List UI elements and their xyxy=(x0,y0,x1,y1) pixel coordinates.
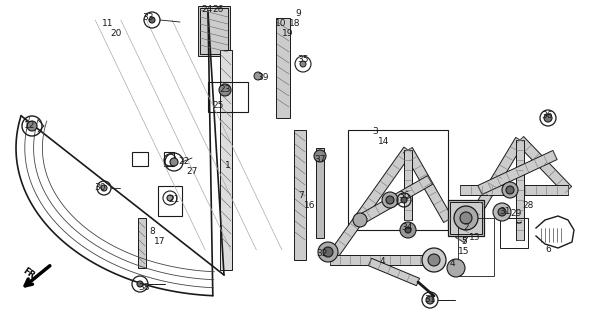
Circle shape xyxy=(544,114,552,122)
Polygon shape xyxy=(330,255,430,265)
Text: 27: 27 xyxy=(187,167,197,177)
Text: 14: 14 xyxy=(379,138,389,147)
Circle shape xyxy=(502,182,518,198)
Text: 24: 24 xyxy=(202,5,212,14)
Text: 30: 30 xyxy=(94,183,106,193)
Bar xyxy=(220,50,232,270)
Circle shape xyxy=(101,185,107,191)
Text: 13: 13 xyxy=(469,234,481,243)
Text: 31: 31 xyxy=(424,295,436,305)
Circle shape xyxy=(386,196,394,204)
Text: 11: 11 xyxy=(102,20,114,28)
Text: 25: 25 xyxy=(212,101,224,110)
Text: 22: 22 xyxy=(178,157,190,166)
Bar xyxy=(316,148,324,238)
Bar xyxy=(138,218,146,268)
Circle shape xyxy=(219,84,231,96)
Polygon shape xyxy=(368,258,419,286)
Text: 38: 38 xyxy=(138,284,150,292)
Polygon shape xyxy=(517,137,572,194)
Bar xyxy=(200,8,228,54)
Text: 37: 37 xyxy=(314,156,326,164)
Polygon shape xyxy=(456,137,524,243)
Bar xyxy=(448,200,484,236)
Circle shape xyxy=(300,61,306,67)
Circle shape xyxy=(382,192,398,208)
Text: 6: 6 xyxy=(545,245,551,254)
Text: 2: 2 xyxy=(463,223,469,233)
Circle shape xyxy=(353,213,367,227)
Polygon shape xyxy=(326,147,412,263)
Text: 18: 18 xyxy=(289,20,301,28)
Text: 39: 39 xyxy=(257,74,269,83)
Text: 35: 35 xyxy=(297,55,309,65)
Bar xyxy=(294,130,306,260)
Bar xyxy=(208,82,248,112)
Text: FR.: FR. xyxy=(21,266,39,282)
Bar xyxy=(132,152,148,166)
Circle shape xyxy=(506,186,514,194)
Bar xyxy=(164,152,174,166)
Text: 36: 36 xyxy=(398,191,410,201)
Circle shape xyxy=(426,296,434,304)
Circle shape xyxy=(400,222,416,238)
Text: 8: 8 xyxy=(149,228,155,236)
Circle shape xyxy=(447,259,465,277)
Polygon shape xyxy=(404,148,452,222)
Bar xyxy=(158,186,182,216)
Bar xyxy=(458,218,494,276)
Circle shape xyxy=(454,206,478,230)
Text: 16: 16 xyxy=(304,202,316,211)
Bar xyxy=(348,130,448,230)
Circle shape xyxy=(323,247,333,257)
Text: 33: 33 xyxy=(142,13,154,22)
Text: 12: 12 xyxy=(25,122,35,131)
Circle shape xyxy=(422,248,446,272)
Circle shape xyxy=(27,121,37,131)
Text: 3: 3 xyxy=(372,127,378,137)
Circle shape xyxy=(314,150,326,162)
Text: 10: 10 xyxy=(275,20,287,28)
Circle shape xyxy=(149,17,155,23)
Text: 34: 34 xyxy=(401,223,413,233)
Circle shape xyxy=(254,72,262,80)
Polygon shape xyxy=(478,150,557,195)
Text: 20: 20 xyxy=(110,29,122,38)
Text: 5: 5 xyxy=(461,237,467,246)
Polygon shape xyxy=(404,150,412,220)
Circle shape xyxy=(167,195,173,201)
Text: 21: 21 xyxy=(169,196,179,204)
Circle shape xyxy=(137,281,143,287)
Circle shape xyxy=(498,208,506,216)
Bar xyxy=(198,6,230,56)
Text: 29: 29 xyxy=(511,210,521,219)
Text: 4: 4 xyxy=(449,260,455,268)
Circle shape xyxy=(401,197,407,203)
Circle shape xyxy=(170,158,178,166)
Bar xyxy=(450,202,482,234)
Polygon shape xyxy=(358,176,433,224)
Text: 7: 7 xyxy=(298,191,304,201)
Text: 32: 32 xyxy=(316,250,328,259)
Text: 4: 4 xyxy=(379,258,385,267)
Text: 15: 15 xyxy=(458,247,470,257)
Circle shape xyxy=(318,242,338,262)
Circle shape xyxy=(460,212,472,224)
Text: 31: 31 xyxy=(499,207,511,217)
Text: 23: 23 xyxy=(220,85,230,94)
Circle shape xyxy=(428,254,440,266)
Bar xyxy=(500,218,528,248)
Polygon shape xyxy=(460,185,568,195)
Text: 26: 26 xyxy=(212,5,224,14)
Circle shape xyxy=(493,203,511,221)
Text: 9: 9 xyxy=(295,10,301,19)
Text: 19: 19 xyxy=(282,29,294,38)
Text: 1: 1 xyxy=(225,161,231,170)
Circle shape xyxy=(405,227,411,233)
Bar xyxy=(276,18,290,118)
Polygon shape xyxy=(516,140,524,240)
Text: 17: 17 xyxy=(154,237,166,246)
Text: 36: 36 xyxy=(541,111,553,121)
Text: 28: 28 xyxy=(523,202,533,211)
